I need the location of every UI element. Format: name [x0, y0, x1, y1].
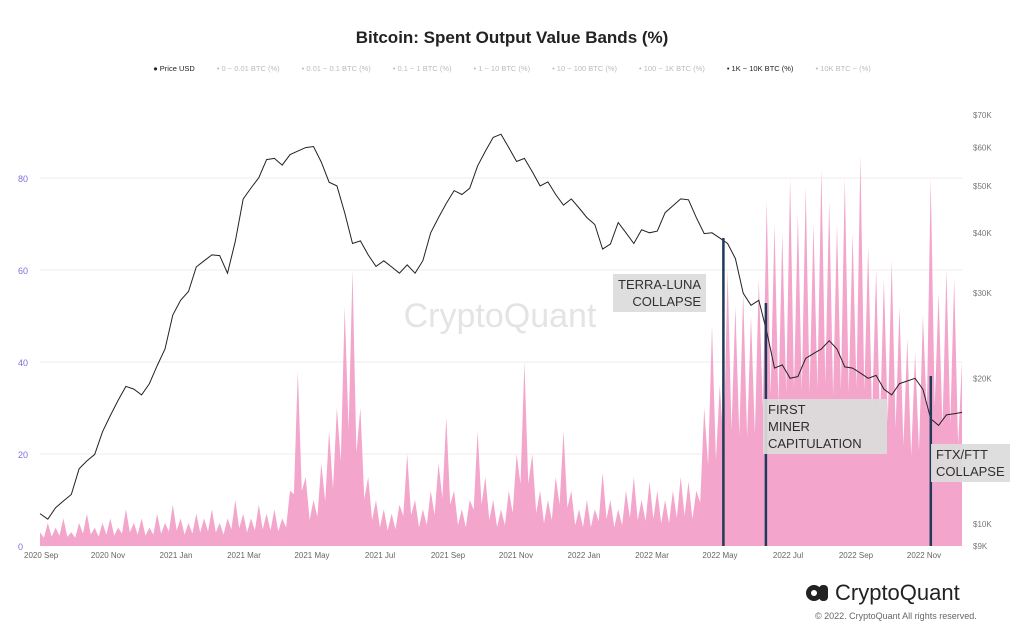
x-tick-label: 2022 Nov — [907, 551, 941, 560]
right-tick-label: $60K — [973, 144, 992, 153]
logo-icon — [806, 585, 828, 601]
copyright: © 2022. CryptoQuant All rights reserved. — [815, 611, 977, 621]
price-line — [39, 133, 963, 520]
annotation-line1: TERRA-LUNA — [618, 277, 702, 292]
legend-item[interactable]: • 0.01 ~ 0.1 BTC (%) — [301, 64, 371, 73]
chart-title: Bitcoin: Spent Output Value Bands (%) — [355, 28, 669, 47]
x-tick-label: 2022 May — [702, 551, 737, 560]
legend-item[interactable]: • 10 ~ 100 BTC (%) — [552, 64, 618, 73]
left-tick-label: 80 — [18, 174, 28, 184]
x-tick-label: 2021 Mar — [227, 551, 261, 560]
annotation-line2: MINER — [768, 419, 810, 434]
legend-item[interactable]: • 0.1 ~ 1 BTC (%) — [392, 64, 452, 73]
right-tick-label: $40K — [973, 229, 992, 238]
annotation-line3: CAPITULATION — [768, 436, 862, 451]
x-tick-label: 2021 Nov — [499, 551, 533, 560]
right-tick-label: $10K — [973, 520, 992, 529]
left-tick-label: 40 — [18, 358, 28, 368]
x-tick-label: 2021 Jul — [365, 551, 395, 560]
legend-item[interactable]: • 10K BTC ~ (%) — [815, 64, 871, 73]
x-tick-label: 2021 Sep — [431, 551, 466, 560]
left-tick-label: 0 — [18, 542, 23, 552]
annotation-ftx: FTX/FTT COLLAPSE — [931, 444, 1010, 482]
legend-item[interactable]: • 100 ~ 1K BTC (%) — [639, 64, 705, 73]
watermark: CryptoQuant — [404, 297, 597, 335]
left-tick-label: 60 — [18, 266, 28, 276]
legend-item[interactable]: • 1 ~ 10 BTC (%) — [473, 64, 531, 73]
left-tick-label: 20 — [18, 450, 28, 460]
legend-item[interactable]: • 1K ~ 10K BTC (%) — [726, 64, 794, 73]
x-tick-label: 2020 Nov — [91, 551, 125, 560]
x-tick-label: 2020 Sep — [24, 551, 59, 560]
legend: ● Price USD • 0 ~ 0.01 BTC (%) • 0.01 ~ 0.… — [0, 64, 1024, 73]
band-area-1k-10k — [40, 155, 962, 546]
annotation-terra-luna: TERRA-LUNA COLLAPSE — [613, 274, 707, 312]
right-tick-label: $9K — [973, 542, 988, 551]
annotation-line1: FTX/FTT — [936, 447, 988, 462]
x-tick-label: 2021 May — [294, 551, 329, 560]
x-tick-label: 2021 Jan — [160, 551, 193, 560]
right-tick-label: $70K — [973, 111, 992, 120]
right-tick-label: $50K — [973, 182, 992, 191]
x-tick-label: 2022 Sep — [839, 551, 874, 560]
right-tick-label: $20K — [973, 374, 992, 383]
x-tick-label: 2022 Jul — [773, 551, 803, 560]
x-tick-label: 2022 Mar — [635, 551, 669, 560]
cryptoquant-logo: CryptoQuant — [805, 580, 960, 606]
annotation-line2: COLLAPSE — [936, 464, 1005, 479]
legend-item[interactable]: ● Price USD — [153, 64, 195, 73]
annotation-first-miner: FIRST MINER CAPITULATION — [763, 399, 887, 454]
x-tick-label: 2022 Jan — [568, 551, 601, 560]
annotation-line1: FIRST — [768, 402, 806, 417]
right-tick-label: $30K — [973, 289, 992, 298]
legend-item[interactable]: • 0 ~ 0.01 BTC (%) — [216, 64, 280, 73]
annotation-line2: COLLAPSE — [632, 294, 702, 309]
logo-text: CryptoQuant — [835, 580, 960, 605]
